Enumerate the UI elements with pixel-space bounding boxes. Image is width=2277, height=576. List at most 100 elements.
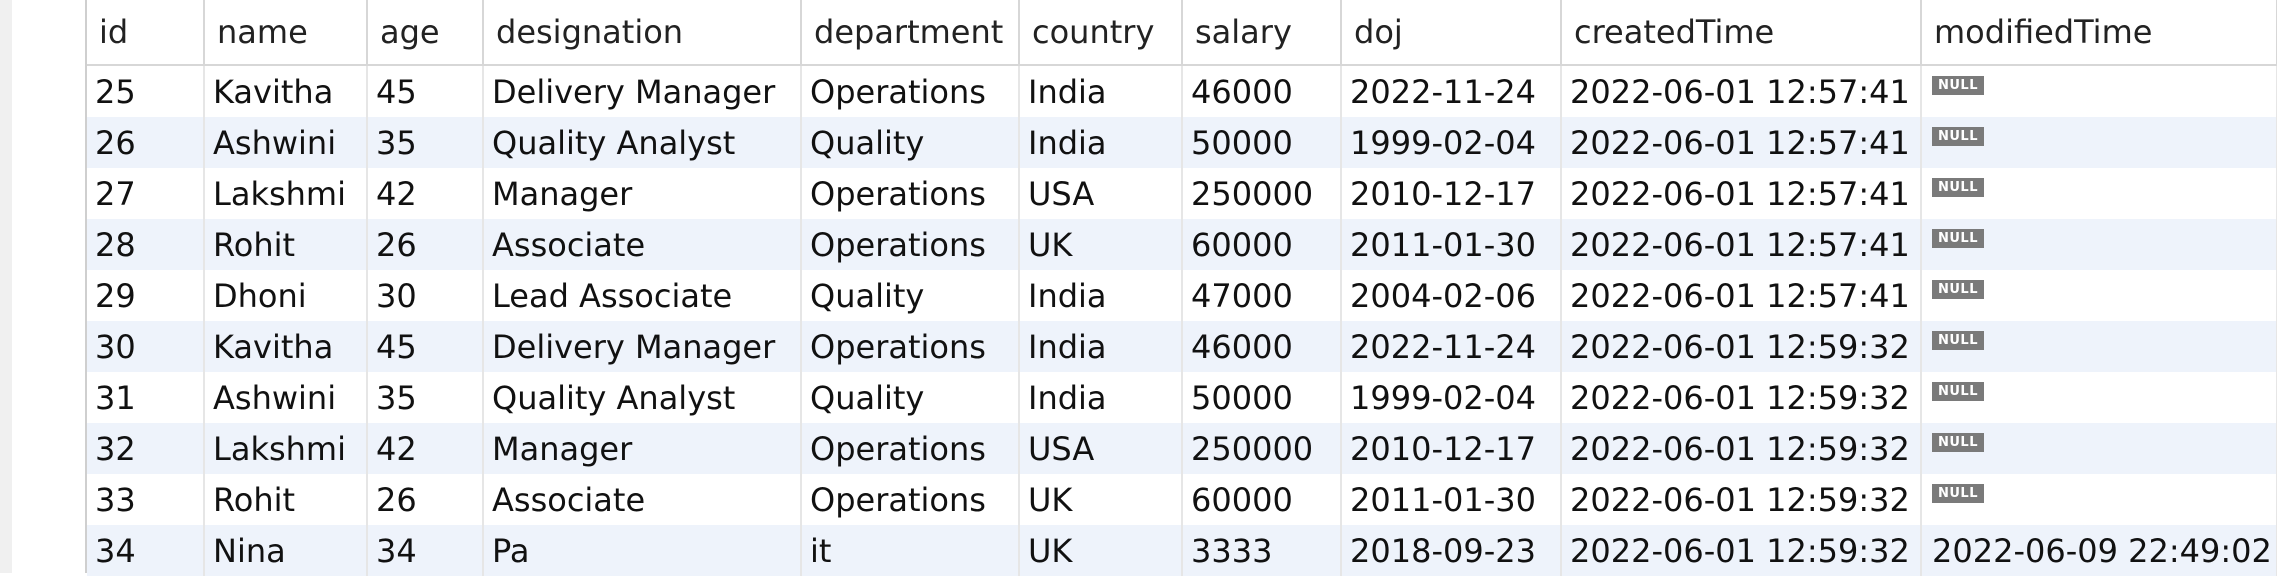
cell-age[interactable]: 45 [367,321,484,372]
cell-id[interactable]: 34 [87,525,205,576]
cell-country[interactable]: India [1019,321,1183,372]
cell-department[interactable]: Quality [801,117,1020,168]
cell-department[interactable]: Operations [801,65,1020,117]
cell-department[interactable]: Operations [801,219,1020,270]
cell-department[interactable]: it [801,525,1020,576]
cell-department[interactable]: Quality [801,270,1020,321]
cell-name[interactable]: Nina [204,525,368,576]
cell-designation[interactable]: Pa [483,525,802,576]
table-row[interactable]: 30 Kavitha 45 Delivery Manager Operations Ind… [87,321,2277,372]
cell-designation[interactable]: Lead Associate [483,270,802,321]
cell-country[interactable]: UK [1019,219,1183,270]
cell-designation[interactable]: Delivery Manager [483,65,802,117]
cell-createdtime[interactable]: 2022-06-01 12:57:41 [1561,65,1922,117]
cell-age[interactable]: 35 [367,372,484,423]
cell-age[interactable]: 35 [367,117,484,168]
cell-doj[interactable]: 2018-09-23 [1341,525,1562,576]
cell-salary[interactable]: 3333 [1182,525,1342,576]
cell-country[interactable]: USA [1019,423,1183,474]
column-header-salary[interactable]: salary [1182,0,1342,66]
cell-department[interactable]: Operations [801,321,1020,372]
cell-country[interactable]: USA [1019,168,1183,219]
cell-id[interactable]: 32 [87,423,205,474]
cell-doj[interactable]: 2010-12-17 [1341,168,1562,219]
cell-id[interactable]: 33 [87,474,205,525]
cell-salary[interactable]: 60000 [1182,474,1342,525]
cell-modifiedtime[interactable]: NULL [1921,321,2277,372]
cell-name[interactable]: Rohit [204,474,368,525]
cell-name[interactable]: Lakshmi [204,168,368,219]
cell-id[interactable]: 31 [87,372,205,423]
cell-createdtime[interactable]: 2022-06-01 12:59:32 [1561,321,1922,372]
cell-modifiedtime[interactable]: NULL [1921,474,2277,525]
table-row[interactable]: 27 Lakshmi 42 Manager Operations USA 250000 201… [87,168,2277,219]
cell-createdtime[interactable]: 2022-06-01 12:57:41 [1561,168,1922,219]
cell-createdtime[interactable]: 2022-06-01 12:59:32 [1561,474,1922,525]
cell-modifiedtime[interactable]: NULL [1921,423,2277,474]
cell-name[interactable]: Dhoni [204,270,368,321]
column-header-id[interactable]: id [87,0,205,66]
column-header-doj[interactable]: doj [1341,0,1562,66]
cell-salary[interactable]: 46000 [1182,321,1342,372]
cell-id[interactable]: 27 [87,168,205,219]
column-header-modifiedtime[interactable]: modifiedTime [1921,0,2277,66]
cell-designation[interactable]: Delivery Manager [483,321,802,372]
cell-createdtime[interactable]: 2022-06-01 12:59:32 [1561,525,1922,576]
cell-designation[interactable]: Quality Analyst [483,372,802,423]
cell-age[interactable]: 45 [367,65,484,117]
cell-designation[interactable]: Manager [483,423,802,474]
table-row[interactable]: 32 Lakshmi 42 Manager Operations USA 250000 201… [87,423,2277,474]
column-header-department[interactable]: department [801,0,1020,66]
cell-salary[interactable]: 60000 [1182,219,1342,270]
cell-modifiedtime[interactable]: NULL [1921,65,2277,117]
table-row[interactable]: 25 Kavitha 45 Delivery Manager Operations Ind… [87,65,2277,117]
cell-age[interactable]: 30 [367,270,484,321]
cell-salary[interactable]: 47000 [1182,270,1342,321]
cell-modifiedtime[interactable]: 2022-06-09 22:49:02 [1921,525,2277,576]
cell-modifiedtime[interactable]: NULL [1921,219,2277,270]
cell-name[interactable]: Kavitha [204,65,368,117]
table-row[interactable]: 31 Ashwini 35 Quality Analyst Quality India 50… [87,372,2277,423]
cell-country[interactable]: India [1019,270,1183,321]
cell-name[interactable]: Rohit [204,219,368,270]
cell-id[interactable]: 26 [87,117,205,168]
cell-salary[interactable]: 46000 [1182,65,1342,117]
table-row[interactable]: 34 Nina 34 Pa it UK 3333 2018-09-23 2022-06-01 1… [87,525,2277,576]
cell-createdtime[interactable]: 2022-06-01 12:57:41 [1561,117,1922,168]
cell-doj[interactable]: 2011-01-30 [1341,474,1562,525]
cell-salary[interactable]: 250000 [1182,423,1342,474]
row-selector-column[interactable] [12,0,87,573]
cell-country[interactable]: UK [1019,474,1183,525]
cell-country[interactable]: UK [1019,525,1183,576]
cell-doj[interactable]: 2011-01-30 [1341,219,1562,270]
cell-createdtime[interactable]: 2022-06-01 12:59:32 [1561,423,1922,474]
column-header-age[interactable]: age [367,0,484,66]
table-row[interactable]: 29 Dhoni 30 Lead Associate Quality India 47000… [87,270,2277,321]
cell-doj[interactable]: 2004-02-06 [1341,270,1562,321]
cell-doj[interactable]: 1999-02-04 [1341,372,1562,423]
cell-modifiedtime[interactable]: NULL [1921,117,2277,168]
cell-doj[interactable]: 2010-12-17 [1341,423,1562,474]
cell-name[interactable]: Ashwini [204,372,368,423]
column-header-designation[interactable]: designation [483,0,802,66]
cell-age[interactable]: 34 [367,525,484,576]
cell-country[interactable]: India [1019,65,1183,117]
table-row[interactable]: 33 Rohit 26 Associate Operations UK 60000 2011-… [87,474,2277,525]
column-header-createdtime[interactable]: createdTime [1561,0,1922,66]
cell-country[interactable]: India [1019,117,1183,168]
cell-id[interactable]: 29 [87,270,205,321]
cell-doj[interactable]: 2022-11-24 [1341,65,1562,117]
column-header-name[interactable]: name [204,0,368,66]
column-header-country[interactable]: country [1019,0,1183,66]
cell-country[interactable]: India [1019,372,1183,423]
cell-department[interactable]: Quality [801,372,1020,423]
cell-age[interactable]: 42 [367,423,484,474]
cell-doj[interactable]: 1999-02-04 [1341,117,1562,168]
cell-age[interactable]: 26 [367,474,484,525]
cell-name[interactable]: Kavitha [204,321,368,372]
cell-salary[interactable]: 50000 [1182,372,1342,423]
cell-createdtime[interactable]: 2022-06-01 12:57:41 [1561,219,1922,270]
cell-id[interactable]: 25 [87,65,205,117]
cell-name[interactable]: Lakshmi [204,423,368,474]
